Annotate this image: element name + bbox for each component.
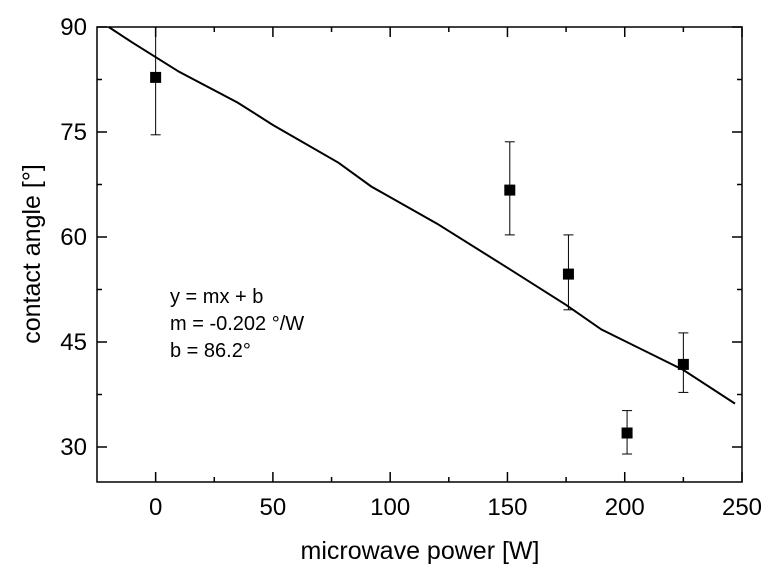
data-point: [677, 358, 689, 370]
fit-line: [108, 26, 736, 405]
data-point: [150, 71, 162, 83]
x-tick-label: 150: [487, 494, 527, 521]
x-tick-label: 0: [149, 494, 162, 521]
fit-layer: [108, 26, 736, 405]
annotation-line-3: b = 86.2°: [170, 340, 251, 362]
y-tick-label: 45: [60, 329, 87, 356]
annotation: y = mx + b m = -0.202 °/W b = 86.2°: [170, 286, 304, 362]
ticks: 0 50 100 150 200 250 30 45 60 75 90: [60, 14, 762, 521]
data-point: [562, 268, 574, 280]
y-axis-label: contact angle [°]: [18, 164, 46, 344]
annotation-line-2: m = -0.202 °/W: [170, 313, 304, 335]
plot-frame: [96, 26, 743, 483]
data-point: [504, 184, 516, 196]
points-layer: [150, 26, 689, 455]
x-tick-label: 250: [722, 494, 762, 521]
data-point: [621, 427, 633, 439]
y-tick-label: 60: [60, 224, 87, 251]
annotation-line-1: y = mx + b: [170, 286, 263, 308]
y-tick-label: 75: [60, 119, 87, 146]
x-axis-label: microwave power [W]: [301, 537, 540, 565]
x-tick-label: 50: [260, 494, 287, 521]
x-tick-label: 100: [370, 494, 410, 521]
y-tick-label: 30: [60, 434, 87, 461]
x-tick-label: 200: [605, 494, 645, 521]
y-tick-label: 90: [60, 14, 87, 41]
